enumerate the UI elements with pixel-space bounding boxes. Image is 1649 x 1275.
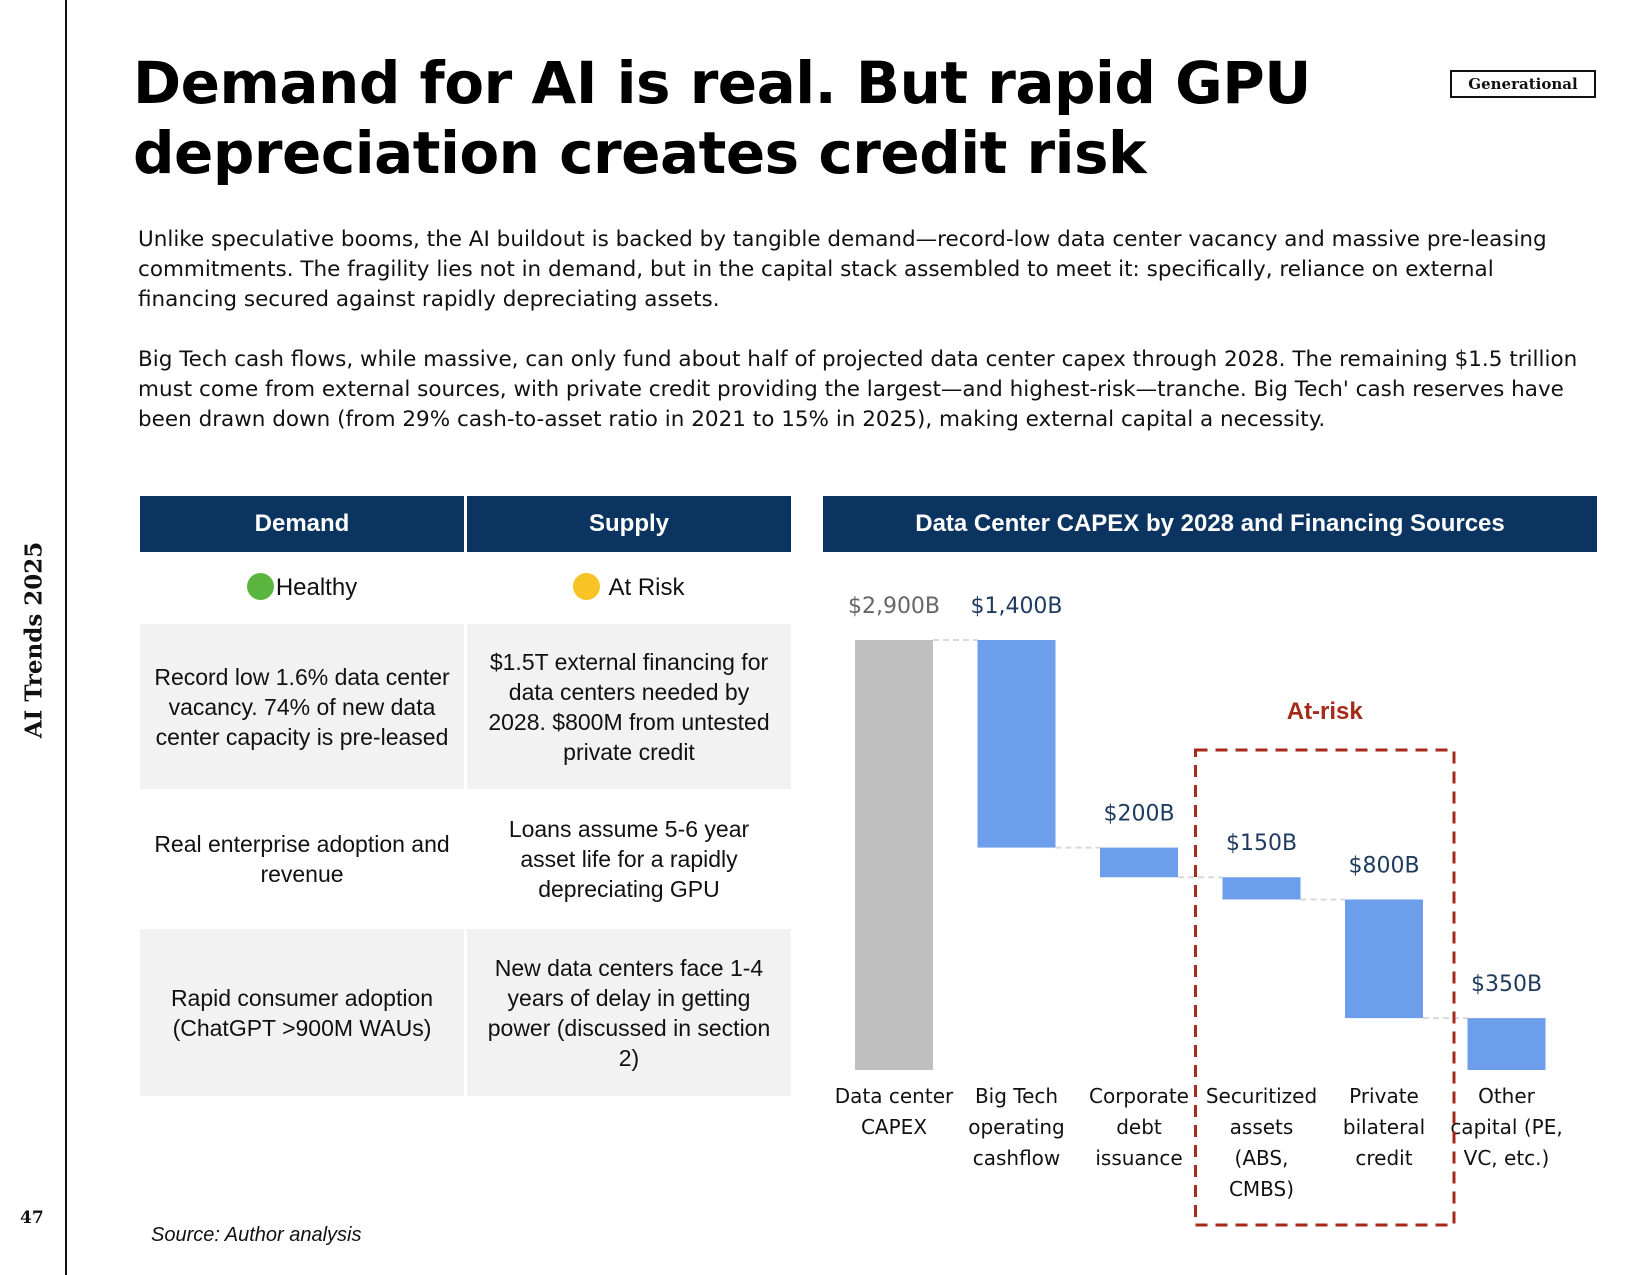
demand-cell: Real enterprise adoption and revenue	[154, 831, 450, 887]
bar-value-label: $800B	[1348, 853, 1419, 878]
category-label: Securitized	[1206, 1084, 1317, 1108]
intro-paragraph: Unlike speculative booms, the AI buildou…	[138, 227, 1547, 312]
at-risk-box	[1194, 748, 1456, 1227]
supply-status-label: At Risk	[608, 574, 685, 601]
status-row: Healthy At Risk	[140, 552, 791, 624]
green-circle-icon	[246, 573, 274, 600]
category-label: Data center	[835, 1084, 954, 1108]
table-row: Record low 1.6% data center vacancy. 74%…	[140, 624, 791, 789]
category-label: Corporate	[1089, 1084, 1189, 1108]
bar-value-label: $2,900B	[848, 594, 940, 619]
category-label: bilateral	[1343, 1115, 1425, 1139]
demand-supply-table: Demand Supply Healthy At Risk Record low…	[137, 496, 794, 1096]
demand-cell: Record low 1.6% data center vacancy. 74%…	[140, 624, 464, 789]
demand-status: Healthy	[140, 552, 464, 624]
category-label: Big Tech	[975, 1084, 1058, 1108]
category-label: Other	[1478, 1084, 1536, 1108]
supply-status: At Risk	[467, 552, 791, 624]
category-label: operating	[968, 1115, 1064, 1139]
demand-status-label: Healthy	[275, 574, 358, 601]
waterfall-bar	[1467, 1018, 1546, 1070]
table-row: Real enterprise adoption and revenue Loa…	[140, 789, 791, 929]
waterfall-bar	[977, 640, 1056, 848]
supply-cell: New data centers face 1-4 years of delay…	[467, 929, 791, 1096]
category-label: Private	[1349, 1084, 1419, 1108]
side-rule	[65, 0, 67, 1275]
page-number: 47	[20, 1208, 44, 1228]
category-label: CAPEX	[861, 1115, 927, 1139]
supply-cell: Loans assume 5-6 year asset life for a r…	[508, 816, 750, 902]
category-label: assets	[1230, 1115, 1294, 1139]
at-risk-label: At-risk	[1287, 698, 1364, 725]
category-label: cashflow	[973, 1146, 1061, 1170]
category-label: VC, etc.)	[1464, 1146, 1550, 1170]
waterfall-bar	[1100, 847, 1178, 878]
category-label: credit	[1355, 1146, 1412, 1170]
capex-paragraph: Big Tech cash flows, while massive, can …	[138, 347, 1578, 432]
bar-value-label: $200B	[1103, 802, 1174, 827]
section-badge: Generational	[1450, 70, 1596, 98]
category-label: issuance	[1095, 1146, 1182, 1170]
demand-header: Demand	[140, 496, 464, 552]
waterfall-bar	[1222, 877, 1301, 900]
waterfall-bar	[855, 640, 933, 1070]
category-label: capital (PE,	[1450, 1115, 1562, 1139]
chart-title: Data Center CAPEX by 2028 and Financing …	[823, 496, 1597, 552]
bar-value-label: $350B	[1471, 972, 1542, 997]
bar-value-label: $1,400B	[970, 594, 1062, 619]
demand-cell: Rapid consumer adoption (ChatGPT >900M W…	[140, 929, 464, 1096]
category-label: debt	[1116, 1115, 1162, 1139]
category-label: CMBS)	[1229, 1177, 1294, 1201]
supply-header: Supply	[467, 496, 791, 552]
bar-value-label: $150B	[1226, 831, 1297, 856]
table-row: Rapid consumer adoption (ChatGPT >900M W…	[140, 929, 791, 1096]
waterfall-bar	[1345, 899, 1423, 1019]
yellow-circle-icon	[573, 573, 601, 600]
category-label: (ABS,	[1235, 1146, 1289, 1170]
supply-cell: $1.5T external financing for data center…	[467, 624, 791, 789]
source-note: Source: Author analysis	[151, 1224, 362, 1246]
page-title: Demand for AI is real. But rapid GPU dep…	[133, 49, 1311, 187]
